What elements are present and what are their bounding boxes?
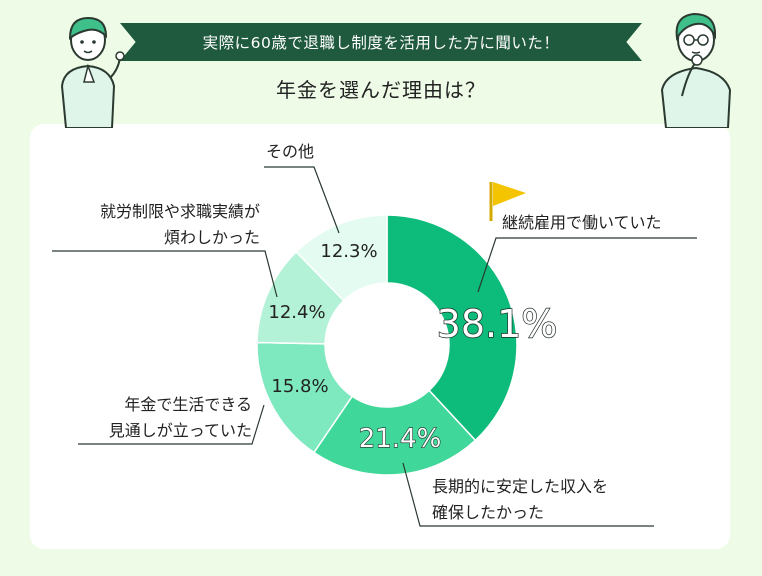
leader-line-4 [264, 166, 340, 234]
leader-line-3 [52, 250, 278, 298]
person-left-illustration [60, 16, 125, 128]
chart-leader-lines [52, 166, 697, 527]
category-label-4: その他 [266, 142, 314, 161]
flag-icon [489, 182, 526, 221]
chart-title: 年金を選んだ理由は？ [276, 78, 486, 102]
category-label-1-line1: 長期的に安定した収入を [432, 477, 608, 496]
banner-text: 実際に60歳で退職し制度を活用した方に聞いた！ [202, 34, 560, 52]
category-label-2-line2: 見通しが立っていた [109, 421, 252, 440]
category-label-3-line2: 煩わしかった [164, 228, 260, 247]
category-label-0: 継続雇用で働いていた [502, 213, 662, 232]
pct-label-1: 21.4% [359, 424, 442, 454]
chart-card [30, 124, 730, 549]
leader-line-2 [78, 404, 265, 445]
leader-line-0 [477, 237, 697, 293]
pct-label-0: 38.1% [437, 302, 558, 346]
category-label-3-line1: 就労制限や求職実績が [100, 202, 260, 221]
category-label-1-line2: 確保したかった [432, 503, 544, 522]
pct-label-3: 12.4% [268, 302, 325, 323]
person-right-illustration [660, 12, 732, 128]
pct-label-2: 15.8% [271, 376, 328, 397]
leader-line-1 [402, 462, 654, 527]
donut-slice-4 [295, 214, 388, 302]
category-label-2-line1: 年金で生活できる [124, 395, 252, 414]
donut-slice-1 [312, 389, 477, 476]
banner: 実際に60歳で退職し制度を活用した方に聞いた！ [120, 23, 642, 61]
pct-label-4: 12.3% [320, 241, 377, 262]
